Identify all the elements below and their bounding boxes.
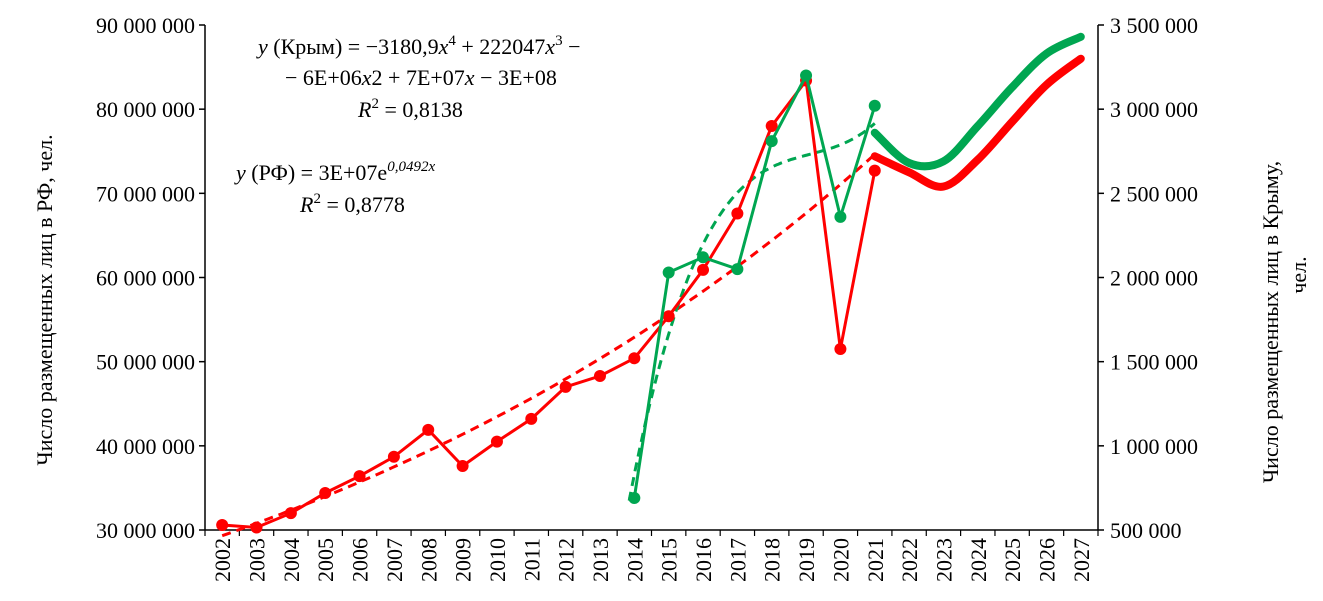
x-tick-label: 2019 — [794, 538, 819, 582]
left-tick-label: 40 000 000 — [96, 434, 195, 459]
right-tick-label: 3 000 000 — [1110, 97, 1198, 122]
rf-data-point — [387, 450, 400, 463]
crimea-r2: R2 = 0,8138 — [357, 96, 463, 122]
x-tick-label: 2008 — [416, 538, 441, 582]
rf-data-point — [216, 518, 229, 531]
rf-data-point — [868, 164, 881, 177]
rf-data-point — [593, 369, 606, 382]
rf-data-point — [319, 486, 332, 499]
left-tick-label: 90 000 000 — [96, 13, 195, 38]
rf-data-point — [422, 423, 435, 436]
rf-data-point — [731, 207, 744, 220]
x-tick-label: 2027 — [1069, 538, 1094, 582]
x-tick-label: 2017 — [725, 538, 750, 582]
crimea-equation-line2: − 6E+06x2 + 7E+07x − 3E+08 — [285, 65, 557, 90]
x-tick-label: 2005 — [313, 538, 338, 582]
x-tick-label: 2004 — [279, 538, 304, 582]
left-tick-label: 80 000 000 — [96, 97, 195, 122]
right-tick-label: 500 000 — [1110, 518, 1182, 543]
x-tick-label: 2020 — [828, 538, 853, 582]
rf-trend-line — [221, 153, 876, 538]
right-axis-title-line2: чел. — [1286, 256, 1311, 293]
right-axis-ticks: 500 000 1 000 000 1 500 000 2 000 000 2 500 … — [1098, 13, 1198, 543]
right-tick-label: 1 500 000 — [1110, 350, 1198, 375]
crimea-data-point — [868, 99, 881, 112]
crimea-data-point — [765, 135, 778, 148]
x-tick-label: 2015 — [657, 538, 682, 582]
rf-forecast-line — [870, 54, 1085, 191]
x-tick-label: 2007 — [382, 538, 407, 582]
right-tick-label: 1 000 000 — [1110, 434, 1198, 459]
x-tick-label: 2009 — [451, 538, 476, 582]
trend-lines — [221, 122, 876, 538]
crimea-forecast-line — [870, 32, 1085, 171]
rf-data-point — [353, 470, 366, 483]
left-tick-label: 50 000 000 — [96, 350, 195, 375]
crimea-data-point — [662, 266, 675, 279]
right-tick-label: 3 500 000 — [1110, 13, 1198, 38]
rf-r2: R2 = 0,8778 — [299, 191, 405, 217]
rf-data-point — [559, 380, 572, 393]
rf-series-line — [222, 76, 877, 530]
right-axis-title-line1: Число размещенных лиц в Крыму, — [1258, 161, 1283, 483]
x-axis-ticks: 2002 2003 2004 2005 2006 2007 2008 2009 2010 2011… — [204, 530, 1099, 582]
rf-data-point — [834, 343, 847, 356]
x-tick-label: 2011 — [519, 538, 544, 581]
x-tick-label: 2026 — [1034, 538, 1059, 582]
x-tick-label: 2014 — [622, 538, 647, 582]
right-tick-label: 2 000 000 — [1110, 266, 1198, 291]
x-tick-label: 2006 — [348, 538, 373, 582]
crimea-equation-line1: y (Крым) = −3180,9x4 + 222047x3 − — [256, 33, 580, 59]
rf-data-point — [628, 352, 641, 365]
crimea-data-point — [834, 210, 847, 223]
rf-data-point — [765, 120, 778, 132]
axes — [204, 25, 1099, 531]
x-tick-label: 2023 — [931, 538, 956, 582]
x-tick-label: 2016 — [691, 538, 716, 582]
rf-data-point — [525, 412, 538, 425]
rf-data-point — [456, 460, 469, 473]
rf-data-point — [697, 263, 710, 276]
x-tick-label: 2012 — [554, 538, 579, 582]
x-tick-label: 2018 — [760, 538, 785, 582]
crimea-data-point — [731, 263, 744, 276]
x-tick-label: 2022 — [897, 538, 922, 582]
x-tick-label: 2025 — [1000, 538, 1025, 582]
rf-data-point — [662, 310, 675, 323]
crimea-data-point — [800, 69, 813, 82]
series — [216, 32, 1085, 534]
x-tick-label: 2002 — [210, 538, 235, 582]
left-tick-label: 70 000 000 — [96, 181, 195, 206]
left-axis-title: Число размещенных лиц в РФ, чел. — [32, 134, 57, 465]
right-tick-label: 2 500 000 — [1110, 181, 1198, 206]
rf-data-point — [284, 507, 297, 520]
rf-data-point — [250, 521, 263, 534]
x-tick-label: 2010 — [485, 538, 510, 582]
rf-equation: y (РФ) = 3E+07e0,0492x — [234, 159, 435, 185]
crimea-series-line — [632, 71, 877, 499]
crimea-data-point — [628, 492, 641, 505]
x-tick-label: 2024 — [966, 538, 991, 582]
crimea-data-point — [697, 251, 710, 264]
x-tick-label: 2021 — [863, 538, 888, 582]
x-tick-label: 2013 — [588, 538, 613, 582]
left-tick-label: 30 000 000 — [96, 518, 195, 543]
rf-data-point — [490, 435, 503, 448]
x-tick-label: 2003 — [245, 538, 270, 582]
left-tick-label: 60 000 000 — [96, 266, 195, 291]
left-axis-ticks: 30 000 000 40 000 000 50 000 000 60 000 000… — [96, 13, 205, 543]
